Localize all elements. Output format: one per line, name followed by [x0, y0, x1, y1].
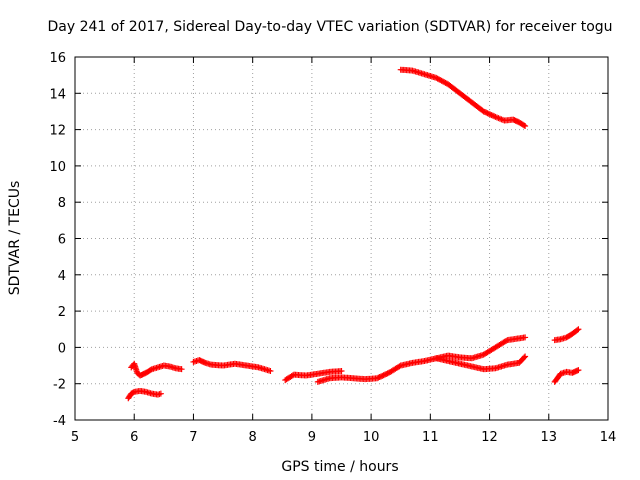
data-point: [575, 326, 582, 333]
data-point: [491, 113, 498, 120]
series-arc-h: [551, 367, 582, 385]
y-tick-label: 0: [58, 341, 66, 356]
data-point: [480, 108, 487, 115]
y-tick-label: 14: [49, 87, 66, 102]
series-arc-f: [433, 353, 529, 373]
data-point: [380, 372, 387, 379]
series-arc-b: [125, 387, 164, 402]
x-axis: 5 6 7 8 9 10 11 12 13 14: [71, 57, 616, 445]
chart-title: Day 241 of 2017, Sidereal Day-to-day VTE…: [47, 19, 612, 35]
y-tick-label: -2: [53, 378, 66, 393]
x-tick-label: 11: [422, 430, 439, 445]
data-point: [381, 371, 388, 378]
x-tick-label: 8: [249, 430, 257, 445]
series-arc-e: [314, 334, 529, 385]
data-point: [267, 367, 274, 374]
x-tick-label: 7: [189, 430, 197, 445]
x-tick-label: 6: [130, 430, 138, 445]
series-arc-high: [397, 66, 529, 129]
y-tick-label: 4: [58, 269, 66, 284]
data-point: [375, 374, 382, 381]
data-point: [481, 109, 488, 116]
data-point: [522, 334, 529, 341]
x-tick-label: 12: [481, 430, 498, 445]
data-point: [487, 111, 494, 118]
data-point: [157, 390, 164, 397]
data-point: [376, 374, 383, 381]
series-arc-d: [282, 367, 345, 384]
x-axis-label: GPS time / hours: [281, 459, 398, 475]
data-point: [503, 337, 510, 344]
x-tick-label: 13: [541, 430, 558, 445]
y-tick-label: -4: [53, 414, 66, 429]
y-tick-label: 6: [58, 233, 66, 248]
series-arc-g: [551, 326, 582, 344]
y-axis: -4 -2 0 2 4 6 8 10 12 14 16: [49, 51, 608, 429]
data-point: [483, 109, 490, 116]
y-tick-label: 8: [58, 196, 66, 211]
data-point: [521, 354, 528, 361]
data-point: [485, 110, 492, 117]
data-point: [484, 110, 491, 117]
data-points: [125, 66, 582, 402]
data-point: [377, 373, 384, 380]
x-tick-label: 5: [71, 430, 79, 445]
data-point: [338, 367, 345, 374]
y-tick-label: 12: [49, 124, 66, 139]
y-tick-label: 16: [49, 51, 66, 66]
x-tick-label: 9: [308, 430, 316, 445]
grid: [75, 57, 608, 420]
y-tick-label: 2: [58, 305, 66, 320]
data-point: [147, 366, 154, 373]
data-point: [374, 375, 381, 382]
data-point: [522, 353, 529, 360]
series-arc-c: [190, 357, 274, 374]
series-arc-a: [128, 360, 185, 379]
data-point: [520, 122, 527, 129]
data-point: [178, 366, 185, 373]
data-point: [575, 367, 582, 374]
data-point: [383, 371, 390, 378]
data-point: [488, 112, 495, 119]
data-point: [522, 122, 529, 129]
x-tick-label: 14: [600, 430, 617, 445]
y-axis-label: SDTVAR / TECUs: [7, 181, 23, 296]
y-tick-label: 10: [49, 160, 66, 175]
x-tick-label: 10: [363, 430, 380, 445]
data-point: [396, 363, 403, 370]
data-point: [574, 327, 581, 334]
data-point: [379, 372, 386, 379]
data-point: [489, 112, 496, 119]
